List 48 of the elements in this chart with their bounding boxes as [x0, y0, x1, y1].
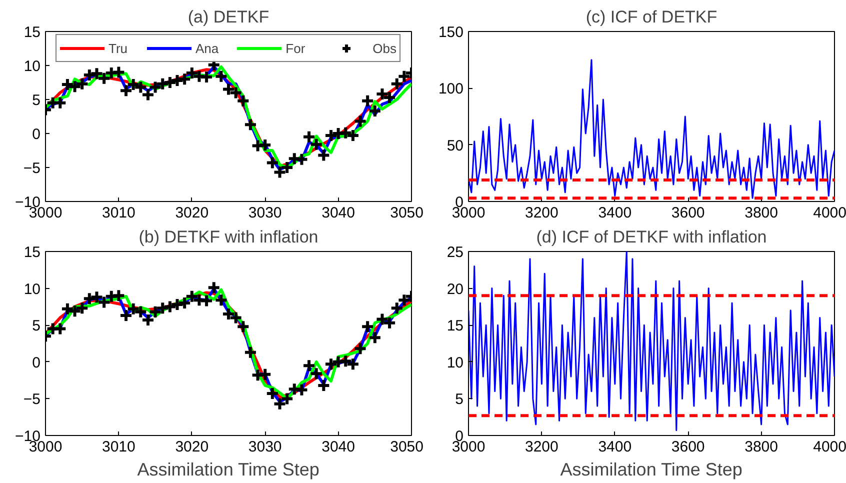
x-tick-label: 3200 — [525, 438, 558, 456]
y-tick-label: 5 — [32, 318, 40, 335]
x-tick-label: 3040 — [322, 204, 355, 222]
x-tick-label: 3040 — [322, 438, 355, 456]
y-tick-label: 50 — [446, 137, 464, 154]
y-tick-label: 0 — [32, 126, 40, 143]
y-tick-label: 15 — [446, 318, 464, 335]
x-tick-label: 3030 — [248, 438, 282, 456]
y-tick-label: 10 — [24, 58, 41, 75]
y-tick-label: 15 — [24, 244, 41, 261]
x-tick-label: 3800 — [744, 438, 778, 456]
y-tick-label: 5 — [32, 92, 40, 109]
chart-title: (d) ICF of DETKF with inflation — [536, 228, 767, 246]
x-tick-label: 3020 — [175, 204, 209, 222]
legend-label: Tru — [108, 40, 129, 56]
chart-title: (b) DETKF with inflation — [138, 228, 318, 246]
y-tick-label: 10 — [446, 354, 464, 372]
x-axis-title: Assimilation Time Step — [560, 460, 742, 480]
x-tick-label: 3050 — [390, 204, 424, 222]
legend-label: Obs — [372, 40, 396, 56]
y-tick-label: 150 — [438, 24, 464, 41]
y-tick-label: −5 — [23, 391, 41, 408]
x-axis-title: Assimilation Time Step — [137, 460, 320, 480]
x-tick-label: 3600 — [671, 438, 705, 456]
chart-title: (a) DETKF — [188, 8, 270, 26]
x-tick-label: 3010 — [102, 438, 136, 456]
y-tick-label: 100 — [438, 80, 464, 98]
legend-label: For — [286, 40, 306, 56]
y-tick-label: 5 — [455, 391, 464, 408]
x-tick-label: 3050 — [390, 438, 424, 456]
y-tick-label: 25 — [446, 244, 464, 261]
x-tick-label: 3200 — [525, 204, 558, 222]
y-tick-label: 15 — [24, 24, 41, 41]
x-tick-label: 3030 — [248, 204, 282, 222]
x-tick-label: 4000 — [813, 438, 846, 456]
x-tick-label: 3400 — [598, 204, 632, 222]
x-tick-label: 3600 — [671, 204, 705, 222]
chart-title: (c) ICF of DETKF — [586, 8, 718, 26]
x-tick-label: 3800 — [744, 204, 778, 222]
x-tick-label: 4000 — [813, 204, 846, 222]
y-tick-label: 10 — [24, 280, 41, 298]
x-tick-label: 3010 — [102, 204, 136, 222]
y-tick-label: −5 — [23, 160, 41, 177]
x-tick-label: 3020 — [175, 438, 209, 456]
y-tick-label: 0 — [32, 354, 40, 372]
x-tick-label: 3400 — [598, 438, 632, 456]
y-tick-label: 20 — [446, 280, 464, 298]
legend-label: Ana — [196, 40, 219, 56]
